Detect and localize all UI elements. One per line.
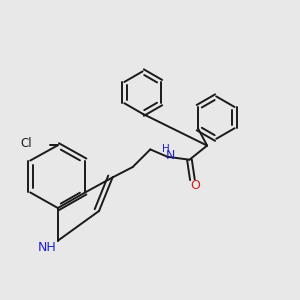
Text: NH: NH [37, 241, 56, 254]
Text: N: N [166, 149, 175, 162]
Text: Cl: Cl [20, 137, 32, 150]
Text: O: O [190, 179, 200, 192]
Text: H: H [162, 144, 170, 154]
